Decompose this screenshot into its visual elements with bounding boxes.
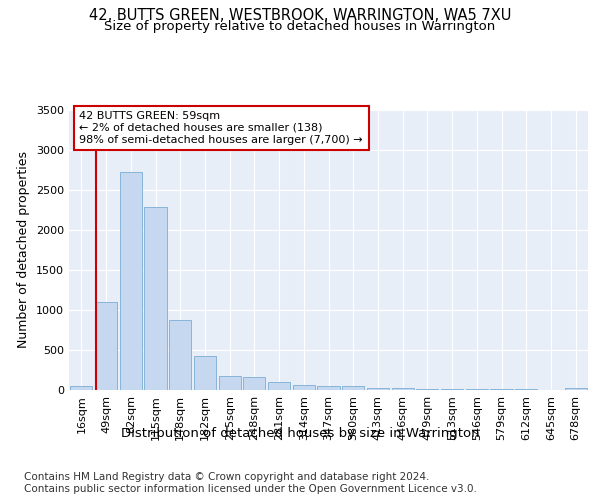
Bar [367, 388, 389, 390]
Bar [243, 377, 265, 390]
Text: 42 BUTTS GREEN: 59sqm
← 2% of detached houses are smaller (138)
98% of semi-deta: 42 BUTTS GREEN: 59sqm ← 2% of detached h… [79, 112, 363, 144]
Bar [194, 356, 216, 390]
Bar [293, 385, 315, 390]
Bar [119, 172, 142, 390]
Bar [342, 386, 364, 390]
Y-axis label: Number of detached properties: Number of detached properties [17, 152, 31, 348]
Bar [70, 386, 92, 390]
Text: Contains HM Land Registry data © Crown copyright and database right 2024.
Contai: Contains HM Land Registry data © Crown c… [24, 472, 477, 494]
Text: 42, BUTTS GREEN, WESTBROOK, WARRINGTON, WA5 7XU: 42, BUTTS GREEN, WESTBROOK, WARRINGTON, … [89, 8, 511, 22]
Bar [392, 388, 414, 390]
Bar [565, 388, 587, 390]
Bar [317, 386, 340, 390]
Bar [145, 207, 167, 390]
Bar [268, 382, 290, 390]
Bar [441, 389, 463, 390]
Bar [95, 302, 117, 390]
Text: Distribution of detached houses by size in Warrington: Distribution of detached houses by size … [121, 428, 479, 440]
Text: Size of property relative to detached houses in Warrington: Size of property relative to detached ho… [104, 20, 496, 33]
Bar [218, 376, 241, 390]
Bar [466, 389, 488, 390]
Bar [169, 320, 191, 390]
Bar [416, 388, 439, 390]
Bar [490, 389, 512, 390]
